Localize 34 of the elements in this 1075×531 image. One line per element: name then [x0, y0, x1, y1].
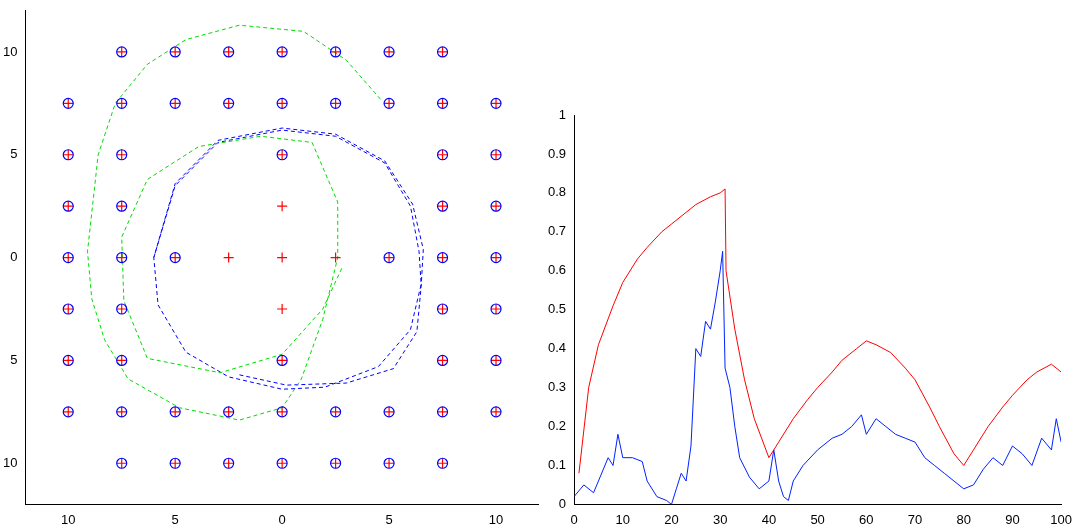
- x-tick-label: 90: [1005, 511, 1020, 527]
- y-tick-label: 0.2: [547, 418, 567, 434]
- x-tick-label: 100: [1050, 511, 1073, 527]
- x-tick-label: 10: [488, 511, 504, 527]
- x-tick-label: 0: [278, 511, 286, 527]
- y-tick-label: 0.1: [547, 457, 567, 473]
- y-tick-label: 5: [10, 146, 18, 162]
- x-tick-label: 5: [385, 511, 393, 527]
- y-tick-label: 10: [2, 43, 18, 59]
- x-tick-label: 80: [956, 511, 971, 527]
- y-tick-label: 0.7: [547, 223, 567, 239]
- x-tick-label: 5: [171, 511, 179, 527]
- y-tick-label: 10: [2, 454, 18, 470]
- x-tick-label: 30: [712, 511, 728, 527]
- x-tick-label: 10: [61, 511, 76, 527]
- y-tick-label: 0.3: [547, 379, 567, 395]
- y-tick-label: 0: [10, 249, 18, 265]
- line-series: [86, 24, 382, 421]
- x-tick-label: 0: [570, 511, 578, 527]
- x-tick-label: 20: [664, 511, 679, 527]
- y-tick-label: 0.5: [547, 301, 567, 317]
- y-tick-label: 0.4: [547, 340, 567, 356]
- x-tick-label: 60: [859, 511, 874, 527]
- y-tick-label: 1: [558, 106, 567, 122]
- x-tick-label: 70: [907, 511, 923, 527]
- x-tick-label: 50: [810, 511, 825, 527]
- x-tick-label: 10: [615, 511, 631, 527]
- y-tick-label: 5: [10, 352, 18, 368]
- y-tick-label: 0: [558, 495, 567, 511]
- x-tick-label: 40: [761, 511, 777, 527]
- line-series: [153, 127, 424, 390]
- y-tick-label: 0.9: [547, 145, 567, 161]
- y-tick-label: 0.8: [547, 184, 567, 200]
- y-tick-label: 0.6: [547, 262, 567, 278]
